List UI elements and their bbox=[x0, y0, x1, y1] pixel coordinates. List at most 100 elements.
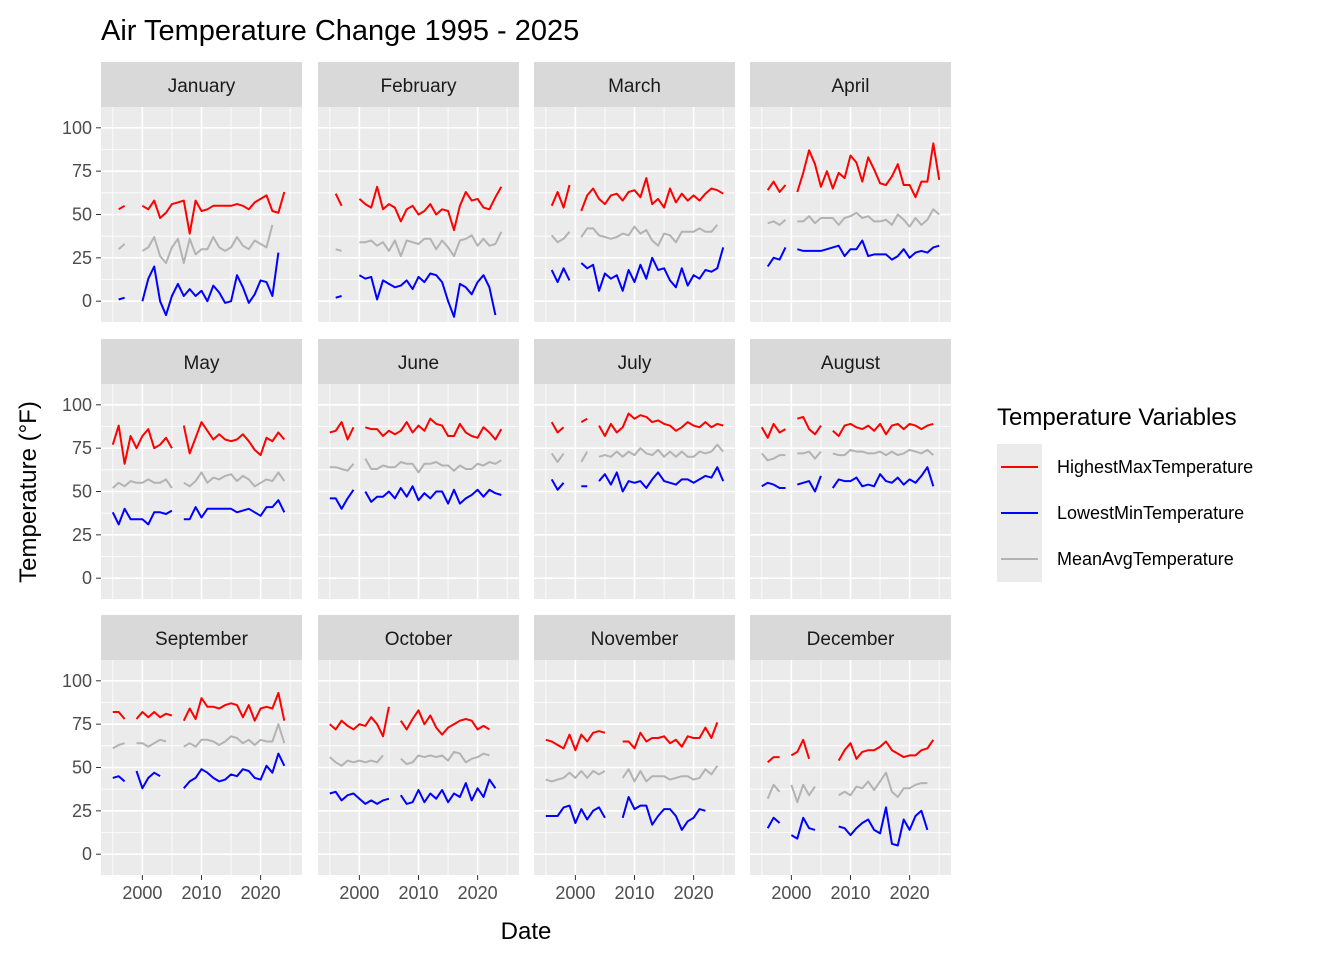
facet-panel-august: August bbox=[750, 339, 951, 599]
facet-strip bbox=[101, 615, 302, 660]
x-axis-title: Date bbox=[501, 918, 552, 945]
series-line-min bbox=[329, 778, 497, 805]
series-line-min bbox=[118, 252, 280, 317]
series-line-min bbox=[335, 272, 497, 318]
x-tick-label: 2020 bbox=[458, 883, 498, 903]
x-tick-label: 2010 bbox=[830, 883, 870, 903]
facet-panel-april: April bbox=[750, 62, 951, 322]
series-line-max bbox=[760, 415, 934, 439]
y-tick-label: 100 bbox=[62, 118, 92, 138]
series-line-avg bbox=[545, 765, 719, 783]
y-tick-label: 0 bbox=[82, 291, 92, 311]
y-tick-label: 25 bbox=[72, 525, 92, 545]
facet-strip bbox=[750, 62, 951, 107]
facet-panel-march: March bbox=[534, 62, 735, 322]
facet-strip bbox=[318, 62, 519, 107]
series-line-avg bbox=[335, 231, 503, 258]
y-tick-label: 0 bbox=[82, 844, 92, 864]
facet-panel-june: June bbox=[318, 339, 519, 599]
series-line-min bbox=[112, 752, 286, 790]
series-line-avg bbox=[761, 448, 934, 462]
facet-panel-november: November 2000 2010 2020 bbox=[534, 615, 735, 903]
series-line-min bbox=[550, 466, 725, 493]
facet-strip-label: March bbox=[608, 76, 661, 97]
facet-strip bbox=[101, 339, 302, 384]
series-line-min bbox=[550, 247, 725, 292]
series-line-avg bbox=[766, 771, 928, 804]
facet-strip-label: September bbox=[155, 629, 249, 650]
facet-strip-label: April bbox=[831, 76, 869, 97]
y-tick-label: 100 bbox=[62, 395, 92, 415]
series-line-avg bbox=[329, 750, 490, 767]
facet-strip bbox=[101, 62, 302, 107]
x-tick-label: 2000 bbox=[122, 883, 162, 903]
series-line-max bbox=[329, 706, 490, 738]
facet-strip-label: August bbox=[821, 353, 881, 374]
x-tick-label: 2010 bbox=[181, 883, 221, 903]
facet-strip-label: May bbox=[184, 353, 220, 374]
series-line-min bbox=[766, 806, 929, 847]
facet-strip-label: February bbox=[380, 76, 457, 97]
series-line-avg bbox=[329, 458, 502, 474]
y-tick-label: 50 bbox=[72, 205, 92, 225]
legend-item-min: LowestMinTemperature bbox=[997, 490, 1244, 536]
facet-strip bbox=[318, 339, 519, 384]
x-tick-label: 2000 bbox=[771, 883, 811, 903]
y-tick-label: 25 bbox=[72, 248, 92, 268]
x-tick-label: 2000 bbox=[555, 883, 595, 903]
facet-panel-october: October 2000 2010 2020 bbox=[318, 615, 519, 903]
series-line-avg bbox=[118, 224, 274, 264]
facet-strip-label: January bbox=[168, 76, 236, 97]
series-line-min bbox=[761, 466, 935, 493]
y-axis-title: Temperature (°F) bbox=[15, 401, 42, 583]
legend-title: Temperature Variables bbox=[997, 404, 1237, 431]
y-tick-label: 75 bbox=[72, 161, 92, 181]
series-line-min bbox=[766, 239, 940, 268]
facet-strip bbox=[750, 615, 951, 660]
series-line-max bbox=[111, 421, 286, 465]
legend-label: HighestMaxTemperature bbox=[1057, 457, 1253, 477]
series-line-min bbox=[111, 499, 286, 526]
facet-strip-label: October bbox=[385, 629, 453, 650]
y-tick-label: 50 bbox=[72, 758, 92, 778]
series-line-max bbox=[767, 738, 935, 764]
facet-strip-label: June bbox=[398, 353, 439, 374]
series-line-min bbox=[545, 796, 706, 831]
series-line-max bbox=[550, 177, 724, 212]
facet-strip bbox=[534, 615, 735, 660]
facet-strip-label: December bbox=[807, 629, 895, 650]
facet-panel-september: September 0 25 50 75 100 2000 2010 2020 bbox=[62, 615, 302, 903]
x-tick-label: 2020 bbox=[890, 883, 930, 903]
facet-panel-may: May 0 25 50 75 100 bbox=[62, 339, 302, 599]
legend-label: MeanAvgTemperature bbox=[1057, 549, 1234, 569]
legend: Temperature Variables HighestMaxTemperat… bbox=[997, 404, 1253, 582]
chart-title: Air Temperature Change 1995 - 2025 bbox=[101, 15, 579, 47]
facet-strip bbox=[534, 62, 735, 107]
x-tick-label: 2010 bbox=[398, 883, 438, 903]
facet-strip bbox=[750, 339, 951, 384]
legend-item-avg: MeanAvgTemperature bbox=[997, 536, 1234, 582]
y-tick-label: 100 bbox=[62, 671, 92, 691]
series-line-max bbox=[766, 142, 941, 199]
y-tick-label: 0 bbox=[82, 568, 92, 588]
series-line-avg bbox=[112, 471, 286, 489]
facet-panel-february: February bbox=[318, 62, 519, 322]
legend-label: LowestMinTemperature bbox=[1057, 503, 1244, 523]
series-line-min bbox=[329, 485, 502, 510]
series-line-max bbox=[112, 691, 286, 722]
series-line-max bbox=[550, 412, 724, 437]
y-tick-label: 75 bbox=[72, 438, 92, 458]
x-tick-label: 2020 bbox=[674, 883, 714, 903]
facet-strip-label: November bbox=[591, 629, 679, 650]
series-line-avg bbox=[112, 723, 286, 750]
x-tick-label: 2020 bbox=[241, 883, 281, 903]
facet-strip-label: July bbox=[618, 353, 652, 374]
legend-item-max: HighestMaxTemperature bbox=[997, 444, 1253, 490]
series-line-max bbox=[118, 191, 286, 235]
facet-panel-december: December 2000 2010 2020 bbox=[750, 615, 951, 903]
facet-panel-july: July bbox=[534, 339, 735, 599]
facet-panel-january: January 0 25 50 75 100 bbox=[62, 62, 302, 322]
x-tick-label: 2010 bbox=[614, 883, 654, 903]
series-line-avg bbox=[767, 208, 940, 228]
